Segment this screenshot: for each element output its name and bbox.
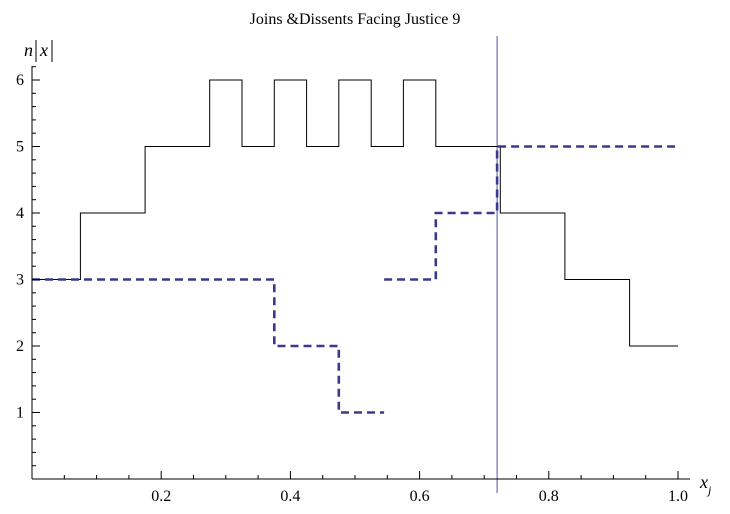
y-tick-label: 6 — [16, 72, 24, 89]
y-tick-label: 2 — [16, 338, 24, 355]
y-tick-label: 3 — [16, 272, 24, 289]
y-tick-label: 1 — [16, 405, 24, 422]
plot-area — [32, 36, 678, 493]
series-line-2 — [32, 278, 385, 414]
x-tick-label: 0.6 — [410, 488, 430, 505]
y-axis-label-x: x — [39, 40, 48, 60]
y-axis-label-n: n — [24, 40, 33, 60]
y-tick-label: 4 — [16, 205, 24, 222]
x-tick-label: 0.4 — [280, 488, 300, 505]
x-tick-label: 1.0 — [668, 488, 688, 505]
x-tick-label: 0.2 — [151, 488, 171, 505]
series-line-1 — [32, 79, 678, 347]
y-axis-label: n — [24, 40, 33, 60]
chart-title: Joins &Dissents Facing Justice 9 — [250, 11, 461, 28]
y-tick-label: 5 — [16, 139, 24, 156]
x-axis-label: xj — [699, 472, 712, 497]
x-axis-label-main: x — [699, 472, 708, 492]
axes: 0.2 0.4 0.6 0.8 1.0 1 2 3 4 5 6 — [16, 66, 690, 505]
series-line-3 — [384, 145, 678, 281]
x-tick-label: 0.8 — [539, 488, 559, 505]
x-axis-label-sub: j — [706, 483, 712, 497]
